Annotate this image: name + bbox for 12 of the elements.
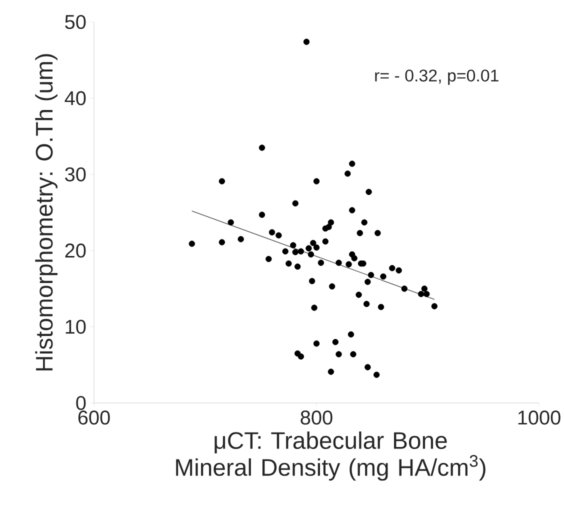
y-tick-label: 0 [76,396,86,410]
y-tick-label: 20 [65,244,86,258]
y-axis-title: Histomorphometry: O.Th (um) [35,54,58,370]
annotation: r= - 0.32, p=0.01 [375,70,498,85]
x-axis-title: μCT: Trabecular Bone Mineral Density (mg HA/cm$^{3}$) [176,431,486,481]
x-tick-label: 1000 [518,410,560,425]
y-tick-label: 50 [65,14,86,30]
y-tick-label: 40 [64,91,86,106]
y-tick-label: 30 [65,167,86,182]
y-tick-label: 10 [66,320,86,334]
x-tick-label: 600 [78,410,110,425]
x-tick-label: 800 [300,410,332,425]
